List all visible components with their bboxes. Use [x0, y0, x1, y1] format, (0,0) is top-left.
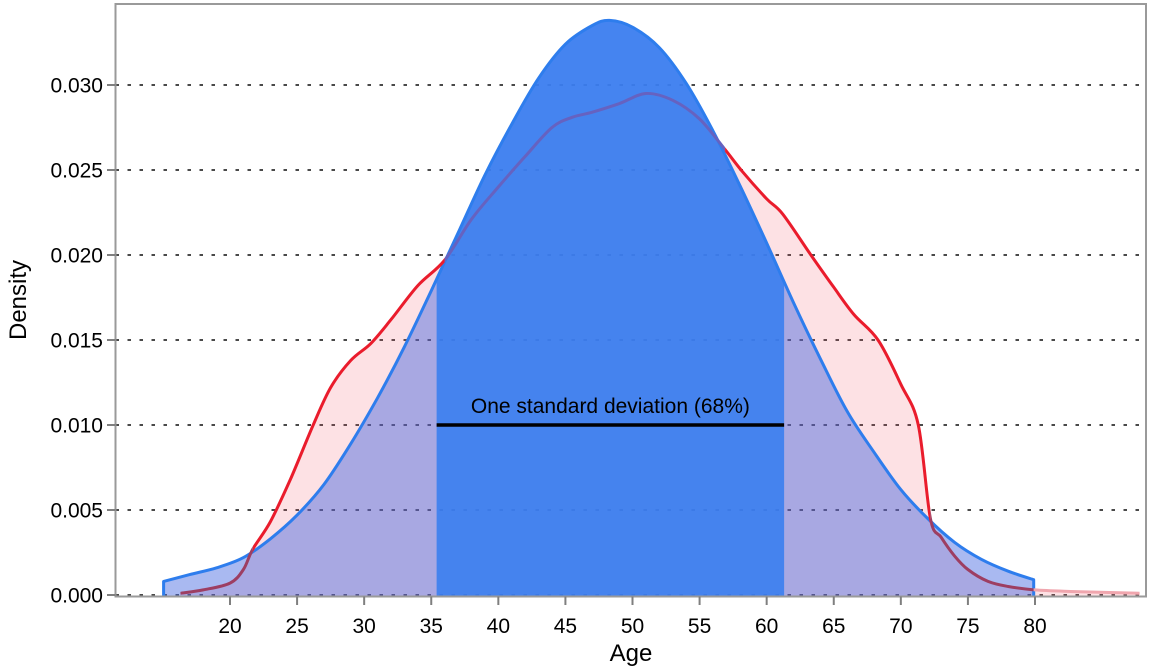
y-tick-label-0.000: 0.000: [50, 585, 103, 608]
x-tick-label-25: 25: [285, 615, 308, 638]
normal-fit-curve: [162, 18, 1036, 596]
y-tick-label-0.025: 0.025: [50, 160, 103, 183]
empirical-density-curve-segment-2: [444, 91, 726, 263]
x-tick-label-75: 75: [956, 615, 979, 638]
y-axis-title: Density: [5, 260, 32, 340]
y-tick-label-0.005: 0.005: [50, 500, 103, 523]
x-tick-label-20: 20: [218, 615, 241, 638]
x-tick-label-50: 50: [621, 615, 644, 638]
y-tick-label-0.020: 0.020: [50, 245, 103, 268]
x-tick-label-65: 65: [822, 615, 845, 638]
x-tick-label-60: 60: [755, 615, 778, 638]
y-tick-label-0.010: 0.010: [50, 415, 103, 438]
x-tick-label-30: 30: [352, 615, 375, 638]
x-tick-label-40: 40: [487, 615, 510, 638]
y-tick-label-0.030: 0.030: [50, 75, 103, 98]
x-tick-label-55: 55: [688, 615, 711, 638]
x-tick-label-45: 45: [554, 615, 577, 638]
one-sd-band-area: [436, 20, 785, 596]
x-axis-title: Age: [610, 640, 653, 667]
x-tick-label-80: 80: [1023, 615, 1046, 638]
empirical-density-curve-segment-1: [252, 257, 445, 553]
empirical-density-curve-segment-4: [930, 508, 1034, 592]
x-tick-label-70: 70: [889, 615, 912, 638]
y-tick-label-0.015: 0.015: [50, 330, 103, 353]
panel-border: [114, 3, 1147, 598]
one-sd-annotation-text: One standard deviation (68%): [471, 395, 750, 418]
x-tick-label-35: 35: [420, 615, 443, 638]
